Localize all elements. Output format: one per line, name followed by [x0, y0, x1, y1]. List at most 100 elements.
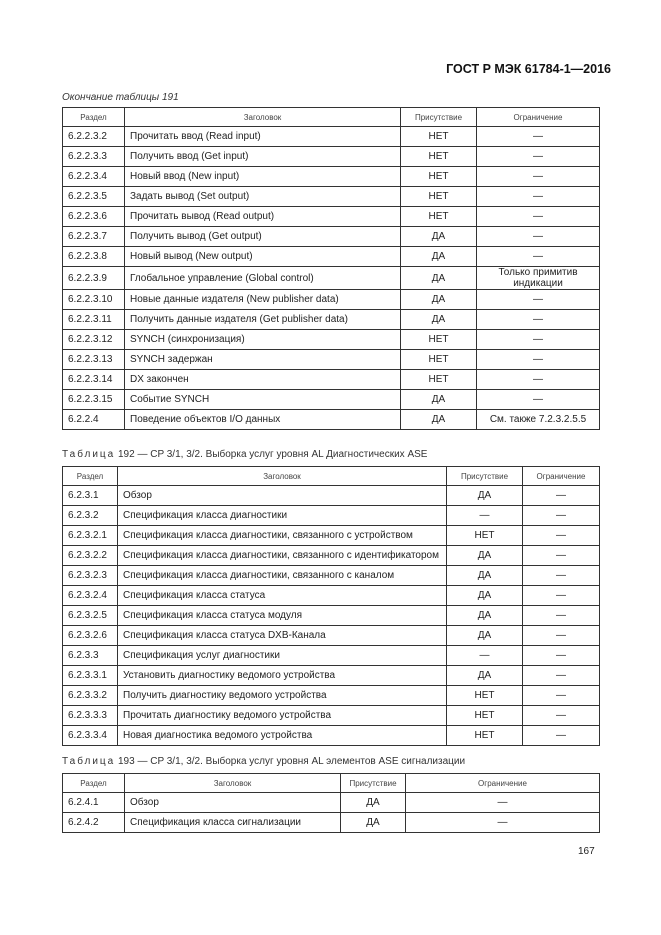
- cell-presence: НЕТ: [400, 206, 477, 227]
- cell-constraint: —: [476, 146, 600, 167]
- cell-presence: ДА: [400, 409, 477, 430]
- table-row: 6.2.2.3.8 Новый вывод (New output) ДА —: [62, 246, 600, 267]
- table-row: 6.2.2.3.4 Новый ввод (New input) НЕТ —: [62, 166, 600, 187]
- cell-section: 6.2.3.2.6: [62, 625, 118, 646]
- cell-section: 6.2.2.3.12: [62, 329, 125, 350]
- col-header-presence: Присутствие: [400, 107, 477, 127]
- cell-presence: ДА: [400, 246, 477, 267]
- cell-title: SYNCH задержан: [124, 349, 401, 370]
- cell-section: 6.2.3.2.5: [62, 605, 118, 626]
- cell-title: Спецификация класса диагностики, связанн…: [117, 525, 447, 546]
- cell-title: Спецификация класса статуса модуля: [117, 605, 447, 626]
- cell-presence: ДА: [446, 565, 523, 586]
- cell-presence: ДА: [446, 485, 523, 506]
- col-header-title: Заголовок: [124, 107, 401, 127]
- cell-section: 6.2.3.2.3: [62, 565, 118, 586]
- cell-section: 6.2.2.3.3: [62, 146, 125, 167]
- table-191-caption: Окончание таблицы 191: [62, 92, 179, 103]
- cell-section: 6.2.2.3.11: [62, 309, 125, 330]
- cell-title: Спецификация услуг диагностики: [117, 645, 447, 666]
- caption-text: Окончание таблицы 191: [62, 92, 179, 103]
- col-header-section: Раздел: [62, 773, 125, 793]
- cell-constraint: —: [522, 625, 600, 646]
- cell-title: Прочитать вывод (Read output): [124, 206, 401, 227]
- table-header-row: Раздел Заголовок Присутствие Ограничение: [62, 107, 600, 127]
- cell-section: 6.2.3.3.3: [62, 705, 118, 726]
- cell-presence: ДА: [446, 665, 523, 686]
- table-row: 6.2.2.3.3 Получить ввод (Get input) НЕТ —: [62, 146, 600, 167]
- cell-title: Получить ввод (Get input): [124, 146, 401, 167]
- table-row: 6.2.3.2.2 Спецификация класса диагностики…: [62, 545, 600, 566]
- table-row: 6.2.3.3.2 Получить диагностику ведомого у…: [62, 685, 600, 706]
- cell-title: Получить вывод (Get output): [124, 226, 401, 247]
- cell-constraint: —: [522, 565, 600, 586]
- cell-title: Событие SYNCH: [124, 389, 401, 410]
- cell-constraint: —: [476, 246, 600, 267]
- table-header-row: Раздел Заголовок Присутствие Ограничение: [62, 466, 600, 486]
- cell-constraint: —: [522, 545, 600, 566]
- cell-presence: ДА: [400, 389, 477, 410]
- cell-section: 6.2.3.3.4: [62, 725, 118, 746]
- cell-constraint: —: [522, 525, 600, 546]
- caption-label: Таблица: [62, 756, 116, 767]
- table-row: 6.2.2.3.12 SYNCH (синхронизация) НЕТ —: [62, 329, 600, 350]
- cell-presence: ДА: [400, 309, 477, 330]
- cell-constraint: —: [476, 166, 600, 187]
- col-header-title: Заголовок: [124, 773, 341, 793]
- cell-section: 6.2.2.3.5: [62, 186, 125, 207]
- table-row: 6.2.2.3.14 DX закончен НЕТ —: [62, 369, 600, 390]
- cell-constraint: —: [476, 369, 600, 390]
- col-header-section: Раздел: [62, 466, 118, 486]
- cell-constraint: —: [476, 206, 600, 227]
- table-row: 6.2.3.3 Спецификация услуг диагностики — —: [62, 645, 600, 666]
- cell-section: 6.2.2.3.2: [62, 126, 125, 147]
- cell-presence: ДА: [400, 266, 477, 290]
- cell-title: Глобальное управление (Global control): [124, 266, 401, 290]
- cell-presence: —: [446, 505, 523, 526]
- table-row: 6.2.3.2.6 Спецификация класса статуса DXB…: [62, 625, 600, 646]
- col-header-constraint: Ограничение: [405, 773, 600, 793]
- cell-section: 6.2.3.2.4: [62, 585, 118, 606]
- table-row: 6.2.2.3.15 Событие SYNCH ДА —: [62, 389, 600, 410]
- table-row: 6.2.3.3.3 Прочитать диагностику ведомого …: [62, 705, 600, 726]
- cell-presence: НЕТ: [400, 186, 477, 207]
- cell-title: Новый ввод (New input): [124, 166, 401, 187]
- cell-presence: ДА: [340, 812, 406, 833]
- col-header-presence: Присутствие: [340, 773, 406, 793]
- cell-presence: ДА: [446, 545, 523, 566]
- cell-section: 6.2.3.1: [62, 485, 118, 506]
- table-row: 6.2.3.2.4 Спецификация класса статуса ДА —: [62, 585, 600, 606]
- cell-constraint: —: [522, 645, 600, 666]
- cell-presence: ДА: [400, 226, 477, 247]
- table-row: 6.2.3.3.1 Установить диагностику ведомого…: [62, 665, 600, 686]
- cell-title: SYNCH (синхронизация): [124, 329, 401, 350]
- cell-section: 6.2.2.3.8: [62, 246, 125, 267]
- table-row: 6.2.2.3.13 SYNCH задержан НЕТ —: [62, 349, 600, 370]
- cell-presence: НЕТ: [400, 349, 477, 370]
- table-193: Раздел Заголовок Присутствие Ограничение…: [62, 773, 600, 833]
- cell-title: Спецификация класса диагностики, связанн…: [117, 545, 447, 566]
- cell-presence: НЕТ: [446, 525, 523, 546]
- page-number: 167: [578, 846, 595, 857]
- cell-title: Установить диагностику ведомого устройст…: [117, 665, 447, 686]
- cell-presence: НЕТ: [400, 166, 477, 187]
- cell-title: Обзор: [117, 485, 447, 506]
- table-row: 6.2.3.2.5 Спецификация класса статуса мод…: [62, 605, 600, 626]
- cell-title: Спецификация класса статуса: [117, 585, 447, 606]
- cell-presence: ДА: [446, 625, 523, 646]
- cell-title: Поведение объектов I/O данных: [124, 409, 401, 430]
- cell-constraint: —: [476, 329, 600, 350]
- cell-section: 6.2.2.3.10: [62, 289, 125, 310]
- cell-presence: ДА: [340, 792, 406, 813]
- table-row: 6.2.2.3.9 Глобальное управление (Global c…: [62, 266, 600, 290]
- col-header-constraint: Ограничение: [522, 466, 600, 486]
- cell-title: Новый вывод (New output): [124, 246, 401, 267]
- cell-section: 6.2.3.2.2: [62, 545, 118, 566]
- cell-section: 6.2.2.3.4: [62, 166, 125, 187]
- cell-constraint: —: [522, 685, 600, 706]
- table-row: 6.2.2.3.7 Получить вывод (Get output) ДА —: [62, 226, 600, 247]
- cell-presence: НЕТ: [446, 685, 523, 706]
- table-row: 6.2.3.1 Обзор ДА —: [62, 485, 600, 506]
- table-row: 6.2.2.4 Поведение объектов I/O данных ДА См…: [62, 409, 600, 430]
- cell-presence: НЕТ: [400, 126, 477, 147]
